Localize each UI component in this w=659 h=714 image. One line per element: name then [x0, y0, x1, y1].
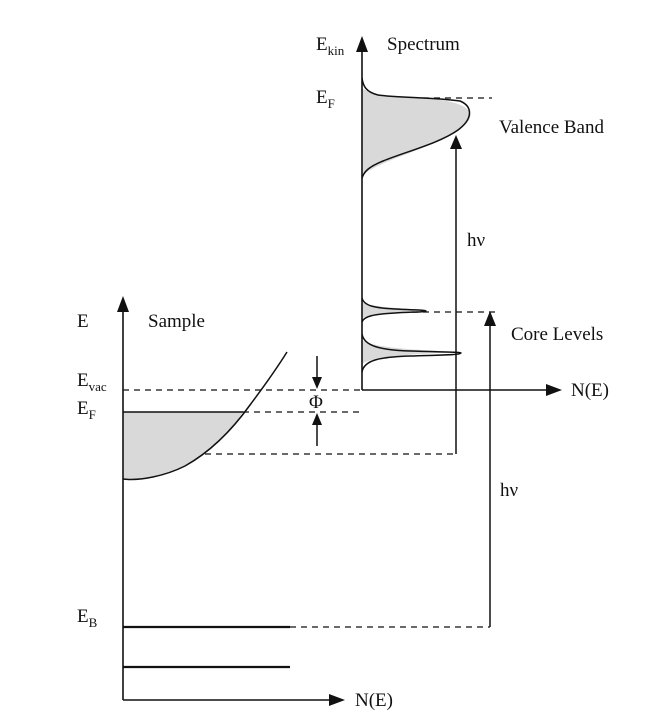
valence-band-label: Valence Band [499, 117, 604, 138]
labels: Ekin Spectrum EF Valence Band hν Core Le… [77, 34, 609, 711]
sample-label: Sample [148, 311, 205, 332]
spectrum-label: Spectrum [387, 34, 460, 55]
work-function-arrows [312, 356, 322, 446]
phi-top-arrowhead [312, 377, 322, 389]
core-level-peak-2-curve [361, 333, 462, 373]
core-level-peak-2-fill [362, 340, 461, 364]
valence-band-peak-curve [361, 77, 471, 179]
phi-label: Φ [309, 392, 323, 413]
valence-band-peak-fill [362, 88, 471, 175]
sample-dos-axis-arrowhead [329, 694, 345, 706]
spectrum-dos-axis-arrowhead [546, 384, 562, 396]
ef-sample-label: EF [77, 398, 96, 422]
hv-bottom-label: hν [500, 480, 519, 501]
core-level-peak-1-curve [361, 297, 427, 323]
hv-valence-arrowhead [450, 135, 462, 149]
sample-energy-axis-arrowhead [117, 296, 129, 312]
e-b-label: EB [77, 606, 98, 630]
spectrum-energy-axis-arrowhead [356, 36, 368, 52]
n-e-spectrum-label: N(E) [571, 380, 609, 401]
sample-panel [117, 296, 345, 706]
e-vac-label: Evac [77, 370, 107, 394]
phi-bottom-arrowhead [312, 413, 322, 425]
sample-dos-curve [122, 351, 288, 481]
core-levels-label: Core Levels [511, 324, 603, 345]
reference-lines [123, 97, 497, 628]
hv-core-arrowhead [484, 311, 496, 326]
ef-spectrum-label: EF [316, 87, 335, 111]
e-kin-label: Ekin [316, 34, 345, 58]
hv-top-label: hν [467, 230, 486, 251]
spectrum-panel [356, 36, 562, 396]
photon-energy-arrows [450, 135, 496, 627]
e-sample-label: E [77, 311, 89, 332]
n-e-sample-label: N(E) [355, 690, 393, 711]
sample-occupied-states-fill [123, 412, 243, 480]
